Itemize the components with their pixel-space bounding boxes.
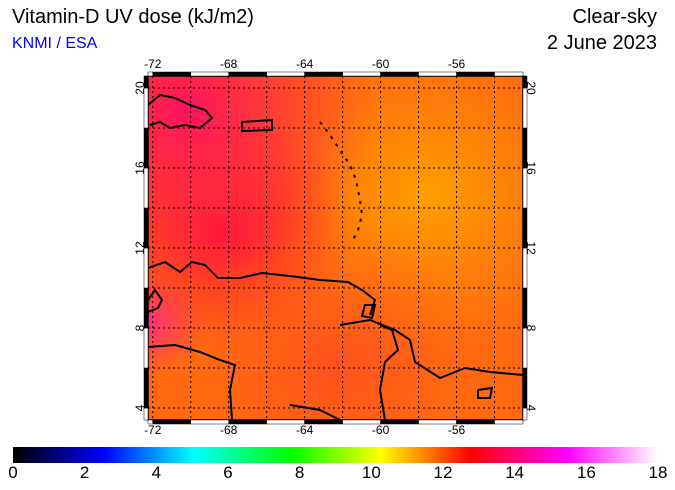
longitude-tick-label: -72 bbox=[144, 57, 162, 71]
axis-tick-labels: -72 -72 -68 -68 -64 -64 -60 -60 -56 -56 20 20 16 16 12… bbox=[133, 57, 538, 437]
latitude-tick-label: 4 bbox=[524, 405, 538, 412]
colorbar-tick-label: 2 bbox=[79, 463, 90, 482]
frame-segment bbox=[342, 71, 381, 77]
frame-segment bbox=[522, 367, 528, 409]
colorbar bbox=[13, 447, 658, 463]
frame-segment bbox=[228, 71, 267, 77]
frame-segment bbox=[266, 71, 305, 77]
credit-label: KNMI / ESA bbox=[12, 35, 98, 52]
frame-segment bbox=[152, 71, 191, 77]
frame-segment bbox=[522, 287, 528, 329]
longitude-tick-label: -60 bbox=[372, 57, 390, 71]
frame-segment bbox=[304, 71, 343, 77]
latitude-tick-label: 16 bbox=[133, 161, 147, 175]
latitude-tick-label: 16 bbox=[524, 161, 538, 175]
latitude-tick-label: 20 bbox=[524, 81, 538, 95]
sky-condition-label: Clear-sky bbox=[572, 6, 657, 28]
frame-segment bbox=[494, 71, 524, 77]
longitude-tick-label: -72 bbox=[144, 423, 162, 437]
frame-segment bbox=[147, 71, 153, 77]
frame-segment bbox=[380, 71, 419, 77]
coastlines bbox=[147, 93, 524, 421]
longitude-tick-label: -56 bbox=[448, 423, 466, 437]
latitude-tick-label: 8 bbox=[524, 325, 538, 332]
longitude-tick-label: -60 bbox=[372, 423, 390, 437]
frame-segment bbox=[190, 71, 229, 77]
date-label: 2 June 2023 bbox=[546, 32, 657, 54]
map-frame bbox=[143, 71, 528, 425]
frame-segment bbox=[143, 287, 149, 329]
longitude-tick-label: -68 bbox=[220, 423, 238, 437]
colorbar-tick-label: 6 bbox=[223, 463, 233, 482]
colorbar-tick-label: 0 bbox=[8, 463, 18, 482]
frame-segment bbox=[522, 327, 528, 369]
longitude-tick-label: -64 bbox=[296, 423, 314, 437]
latitude-tick-label: 12 bbox=[133, 241, 147, 255]
latitude-tick-label: 12 bbox=[524, 241, 538, 255]
longitude-tick-label: -68 bbox=[220, 57, 238, 71]
colorbar-tick-label: 10 bbox=[361, 463, 381, 482]
frame-segment bbox=[418, 71, 457, 77]
colorbar-tick-label: 12 bbox=[433, 463, 453, 482]
colorbar-tick-label: 18 bbox=[648, 463, 668, 482]
frame-segment bbox=[522, 75, 528, 89]
latitude-tick-label: 20 bbox=[133, 81, 147, 95]
latitude-tick-label: 8 bbox=[133, 324, 147, 331]
longitude-tick-label: -56 bbox=[448, 57, 466, 71]
frame-segment bbox=[143, 327, 149, 369]
frame-segment bbox=[143, 367, 149, 409]
map-title: Vitamin-D UV dose (kJ/m2) bbox=[12, 6, 254, 28]
frame-segment bbox=[494, 419, 524, 425]
colorbar-tick-label: 4 bbox=[151, 463, 162, 482]
frame-segment bbox=[456, 71, 495, 77]
uv-field bbox=[148, 76, 523, 420]
colorbar-tick-label: 14 bbox=[505, 463, 525, 482]
colorbar-tick-label: 16 bbox=[576, 463, 596, 482]
frame-segment bbox=[143, 75, 149, 89]
colorbar-tick-label: 8 bbox=[294, 463, 305, 482]
latitude-tick-label: 4 bbox=[133, 404, 147, 411]
longitude-tick-label: -64 bbox=[296, 57, 314, 71]
